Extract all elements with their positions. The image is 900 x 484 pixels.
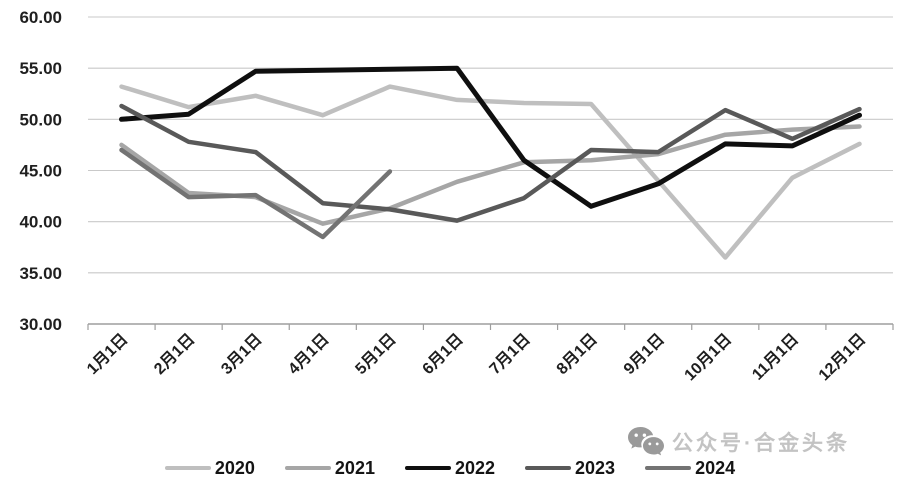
legend-swatch-2021 [284,466,331,470]
legend-item-2022: 2022 [404,458,496,478]
x-axis-tick-label: 9月1日 [620,330,668,378]
y-axis-tick-label: 40.00 [19,213,62,232]
x-axis-tick-label: 4月1日 [285,330,333,378]
y-axis-tick-label: 55.00 [19,59,62,78]
legend-label-2024: 2024 [695,458,736,478]
legend-swatch-2022 [404,466,451,470]
y-axis-tick-label: 35.00 [19,264,62,283]
x-axis-tick-label: 7月1日 [486,330,534,378]
x-axis-tick-label: 10月1日 [681,330,735,384]
x-axis-tick-label: 2月1日 [151,330,199,378]
y-axis-tick-label: 60.00 [19,8,62,27]
watermark-text: 公众号·合金头条 [672,432,850,455]
x-axis-tick-label: 11月1日 [749,330,803,384]
legend-item-2020: 2020 [164,458,255,478]
legend-swatch-2020 [164,466,211,470]
x-axis-tick-label: 3月1日 [218,330,266,378]
series-line-2022 [119,65,862,209]
legend-item-2021: 2021 [284,458,375,478]
legend-item-2024: 2024 [645,459,735,477]
x-axis-tick-label: 5月1日 [352,330,400,378]
y-axis-tick-label: 50.00 [19,110,62,129]
legend-label-2022: 2022 [454,458,496,478]
watermark: 公众号·合金头条 [626,423,850,461]
legend-swatch-2024 [645,466,692,470]
y-axis-tick-label: 45.00 [19,162,62,181]
x-axis-tick-label: 12月1日 [815,330,869,384]
series-line-2020 [119,84,862,260]
legend-item-2023: 2023 [525,459,615,477]
legend-swatch-2023 [525,466,572,470]
legend-label-2020: 2020 [214,458,255,478]
x-axis-tick-label: 8月1日 [553,330,601,378]
legend-label-2023: 2023 [575,458,616,478]
wechat-icon [628,427,664,456]
legend-label-2021: 2021 [334,458,375,478]
series-line-2023 [119,103,862,223]
x-axis-tick-label: 6月1日 [419,330,467,378]
x-axis-tick-label: 1月1日 [83,330,131,378]
series-line-2024 [119,147,393,240]
chart-legend: 2020 2021 2022 2023 2024 [0,454,900,482]
y-axis-tick-label: 30.00 [19,315,62,334]
